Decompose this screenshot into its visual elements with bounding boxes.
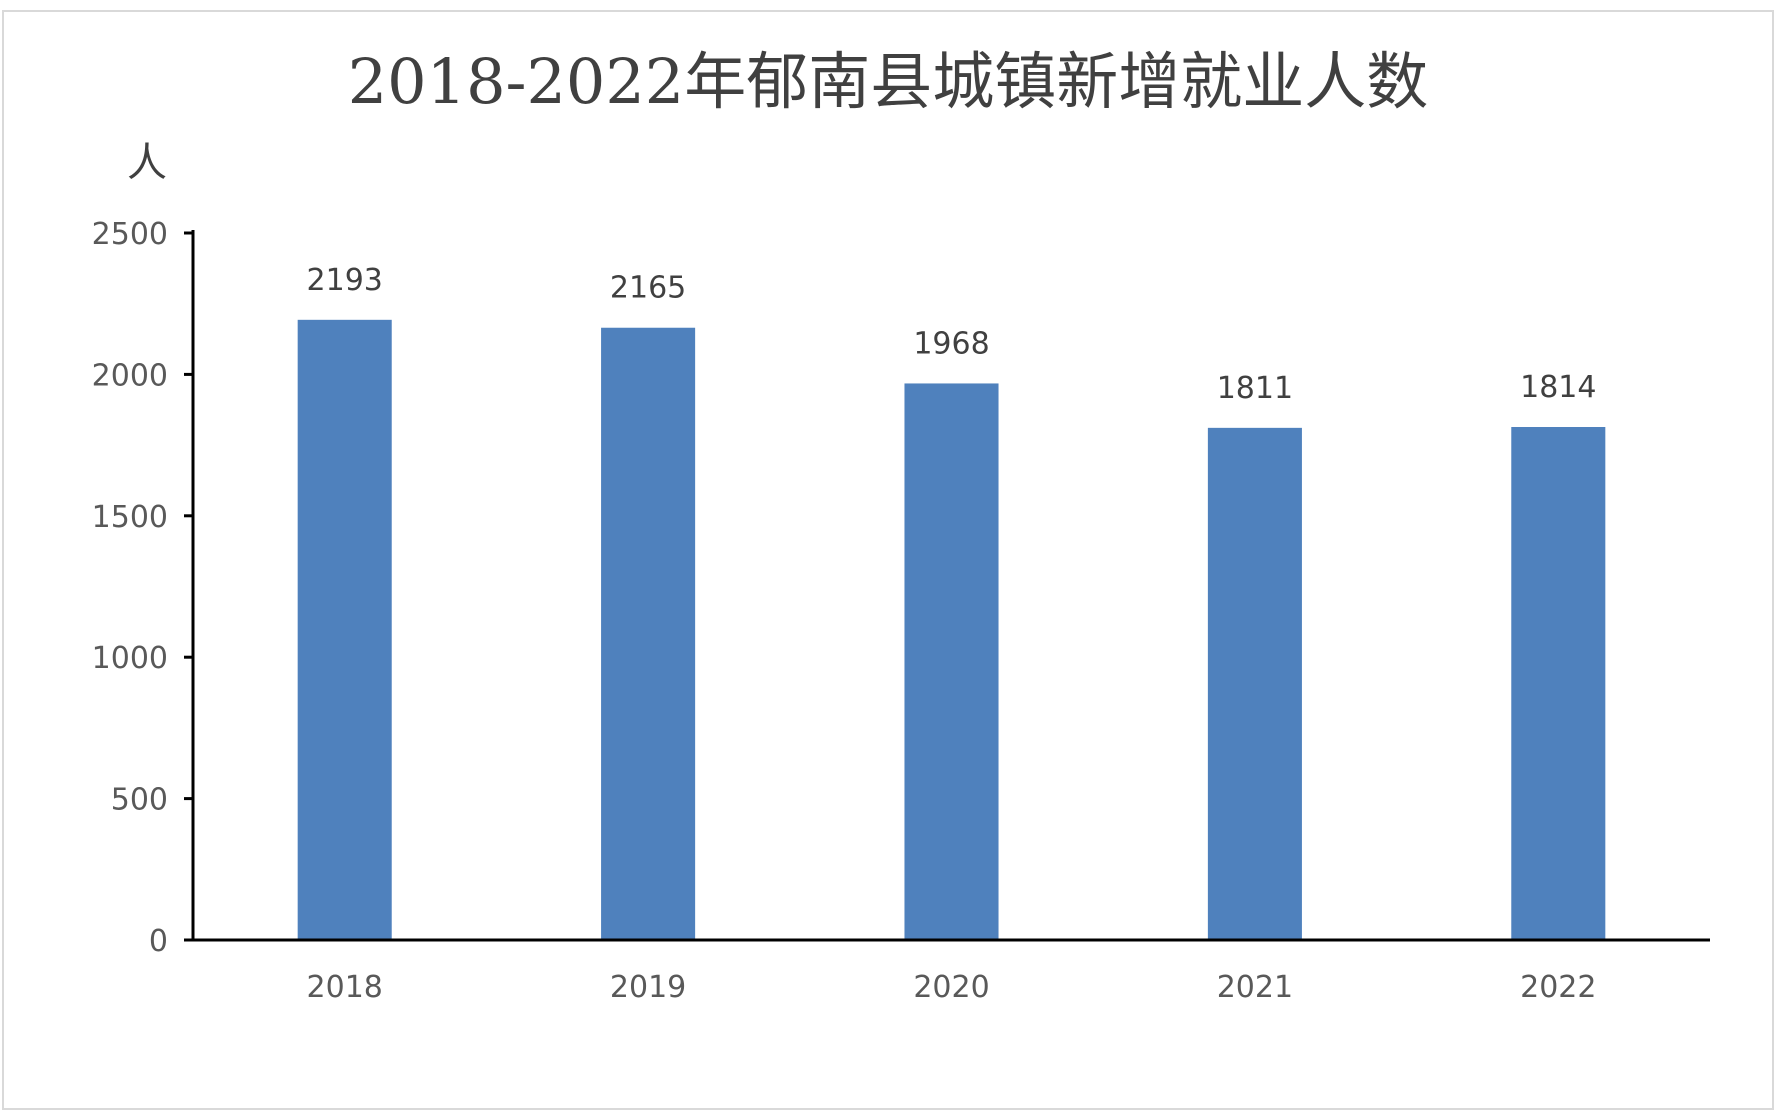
bar-2018 [297, 319, 392, 941]
chart-title: 2018-2022年郁南县城镇新增就业人数 [348, 45, 1429, 118]
bar-2021 [1207, 427, 1302, 940]
y-axis-ticks: 0 500 1000 1500 2000 2500 [92, 217, 193, 959]
x-tick-label-2019: 2019 [610, 970, 686, 1005]
data-label-2018: 2193 [307, 263, 383, 298]
data-label-2022: 1814 [1520, 370, 1596, 405]
x-axis-ticks: 2018 2019 2020 2021 2022 [307, 970, 1597, 1005]
bar-2019 [601, 327, 696, 940]
data-label-2019: 2165 [610, 271, 686, 306]
chart: 2018-2022年郁南县城镇新增就业人数 人 0 500 1000 1500 2000… [92, 45, 1710, 1005]
data-labels: 2193 2165 1968 1811 1814 [307, 263, 1597, 406]
x-tick-label-2022: 2022 [1520, 970, 1596, 1005]
bar-2020 [904, 383, 999, 940]
y-tick-label: 500 [111, 783, 168, 818]
y-tick-label: 1000 [92, 641, 168, 676]
y-tick-label: 0 [149, 924, 168, 959]
bar-2022 [1511, 427, 1606, 940]
x-tick-label-2020: 2020 [913, 970, 989, 1005]
y-tick-label: 2000 [92, 358, 168, 393]
x-tick-label-2021: 2021 [1217, 970, 1293, 1005]
data-label-2020: 1968 [913, 326, 989, 361]
y-tick-label: 1500 [92, 500, 168, 535]
x-tick-label-2018: 2018 [307, 970, 383, 1005]
y-axis-unit-label: 人 [127, 140, 167, 186]
bars [297, 319, 1606, 941]
y-tick-label: 2500 [92, 217, 168, 252]
data-label-2021: 1811 [1217, 371, 1293, 406]
